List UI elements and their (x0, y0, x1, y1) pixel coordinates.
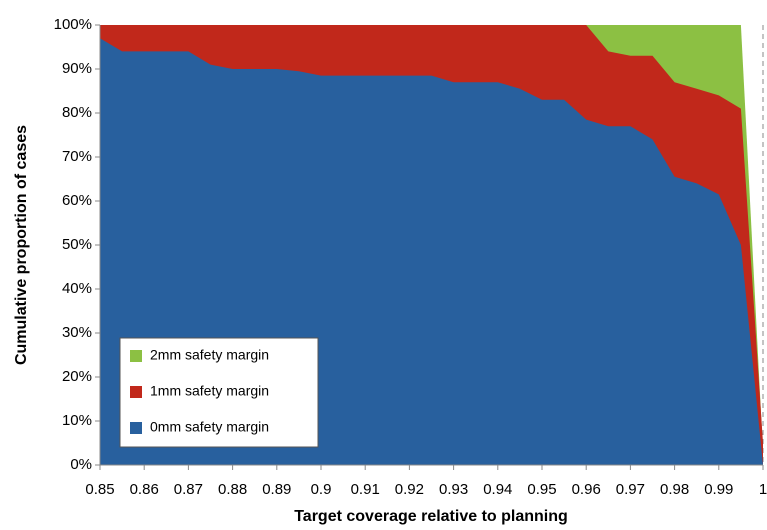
legend-label: 1mm safety margin (150, 383, 269, 399)
legend-swatch (130, 422, 142, 434)
x-tick-label: 0.94 (483, 481, 512, 498)
axes: 0.85 0.86 0.87 0.88 0.89 0.9 0.91 0.92 0.93 0.94 0… (54, 16, 767, 498)
x-tick-label: 0.85 (85, 481, 114, 498)
x-tick-label: 0.93 (439, 481, 468, 498)
legend-box (119, 337, 319, 448)
legend: 2mm safety margin 1mm safety margin 0mm sa… (119, 337, 319, 448)
y-tick-label: 40% (62, 280, 92, 297)
y-tick-label: 100% (54, 16, 92, 33)
x-tick-label: 0.87 (174, 481, 203, 498)
y-tick-label: 70% (62, 148, 92, 165)
x-tick-label: 0.96 (572, 481, 601, 498)
y-tick-label: 50% (62, 236, 92, 253)
x-tick-label: 1 (759, 481, 767, 498)
legend-swatch (130, 386, 142, 398)
y-tick-label: 10% (62, 412, 92, 429)
x-tick-label: 0.95 (527, 481, 556, 498)
x-axis-title: Target coverage relative to planning (294, 508, 568, 525)
y-axis-title: Cumulative proportion of cases (13, 125, 30, 365)
y-tick-label: 0% (70, 456, 92, 473)
legend-swatch (130, 350, 142, 362)
x-tick-label: 0.89 (262, 481, 291, 498)
x-tick-label: 0.98 (660, 481, 689, 498)
x-tick-label: 0.86 (130, 481, 159, 498)
y-tick-label: 20% (62, 368, 92, 385)
y-tick-label: 80% (62, 104, 92, 121)
x-tick-label: 0.88 (218, 481, 247, 498)
x-tick-label: 0.91 (351, 481, 380, 498)
x-tick-label: 0.9 (311, 481, 332, 498)
x-tick-label: 0.97 (616, 481, 645, 498)
legend-label: 0mm safety margin (150, 419, 269, 435)
legend-label: 2mm safety margin (150, 347, 269, 363)
y-tick-label: 60% (62, 192, 92, 209)
y-tick-label: 30% (62, 324, 92, 341)
x-tick-label: 0.99 (704, 481, 733, 498)
x-tick-label: 0.92 (395, 481, 424, 498)
y-tick-label: 90% (62, 60, 92, 77)
